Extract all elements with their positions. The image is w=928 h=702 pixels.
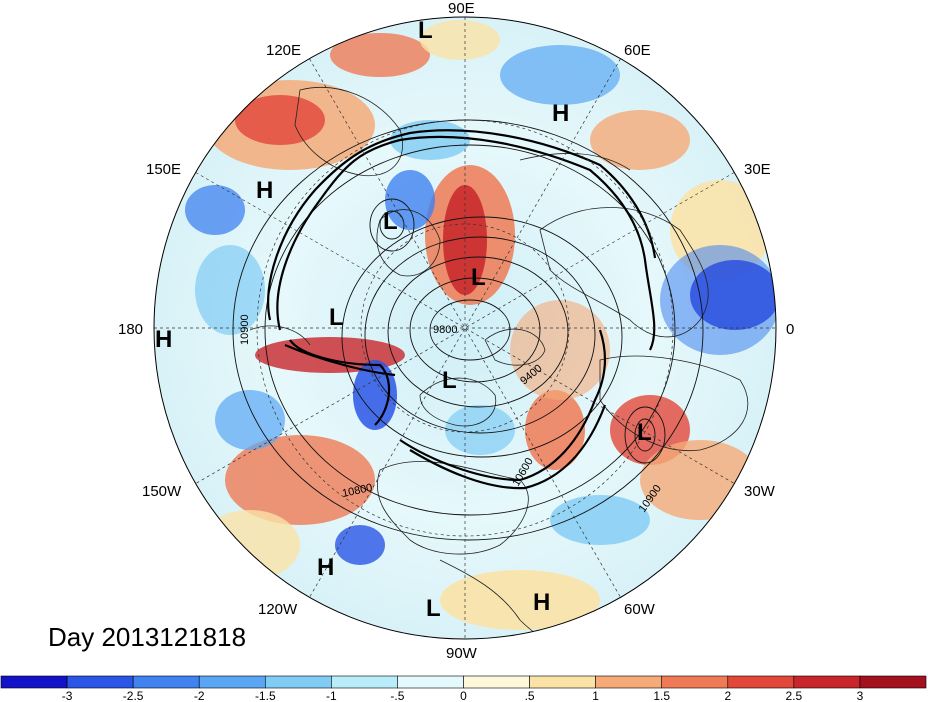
lon-30w-label: 30W [744,483,776,500]
colorbar-swatch [264,675,332,689]
colorbar-swatch [331,675,398,689]
colorbar-tick-label: -1 [326,689,337,702]
high-center-marker: H [317,554,334,581]
colorbar-swatch [66,675,134,689]
high-center-marker: H [552,100,569,127]
colorbar-swatch [132,675,200,689]
contour-label: 10900 [239,314,251,345]
lon-120e-label: 120E [266,42,301,59]
lon-30e-label: 30E [744,161,771,178]
colorbar-swatch [793,675,861,689]
colorbar-swatch [727,675,795,689]
lon-180-label: 180 [118,321,143,338]
map-boundary [153,16,777,640]
colorbar-swatch [463,675,530,689]
lon-60w-label: 60W [624,601,656,618]
colorbar-tick-label: 2.5 [786,689,803,702]
high-center-marker: H [533,589,550,616]
colorbar-tick-label: 2 [724,689,731,702]
high-center-marker: H [256,177,273,204]
lon-60e-label: 60E [624,42,651,59]
lon-150w-label: 150W [142,483,182,500]
colorbar-swatch [595,675,663,689]
longitude-labels: 90E 60E 120E 150E 30E 180 0 150W 30W 120… [118,0,794,662]
lon-120w-label: 120W [258,601,298,618]
day-label: Day 2013121818 [48,622,246,652]
colorbar-tick-label: -2.5 [123,689,144,702]
colorbar-tick-label: -2 [194,689,205,702]
low-center-marker: L [637,419,652,446]
low-center-marker: L [426,595,441,622]
colorbar-swatch [0,675,68,689]
contour-label: 9800 [433,324,457,336]
colorbar: -3 -2.5 -2 -1.5 -1 -.5 0 .5 1 1.5 2 2.5 3 [0,675,927,702]
colorbar-tick-label: -.5 [390,689,404,702]
high-center-marker: H [155,326,172,353]
low-center-marker: L [471,264,486,291]
height-contours [232,119,704,541]
colorbar-swatch [198,675,266,689]
colorbar-swatch [529,675,596,689]
low-center-marker: L [418,17,433,44]
low-center-marker: L [329,304,344,331]
colorbar-tick-label: -1.5 [255,689,276,702]
lon-90e-label: 90E [448,0,475,17]
low-center-marker: L [442,367,457,394]
pressure-centers: L H H L L L H L L H H L [155,17,652,622]
lon-90w-label: 90W [446,645,478,662]
colorbar-tick-label: 0 [460,689,467,702]
low-center-marker: L [383,208,398,235]
graticule [154,17,776,639]
colorbar-tick-label: -3 [62,689,73,702]
jet-stream [267,129,657,490]
colorbar-tick-label: 3 [857,689,864,702]
colorbar-swatch [397,675,464,689]
colorbar-tick-label: 1.5 [653,689,670,702]
colorbar-tick-label: .5 [525,689,535,702]
colorbar-swatch [859,675,927,689]
anomaly-field [154,17,776,639]
colorbar-tick-label: 1 [592,689,599,702]
lon-0-label: 0 [786,321,794,338]
colorbar-swatch [661,675,729,689]
lon-150e-label: 150E [146,161,181,178]
